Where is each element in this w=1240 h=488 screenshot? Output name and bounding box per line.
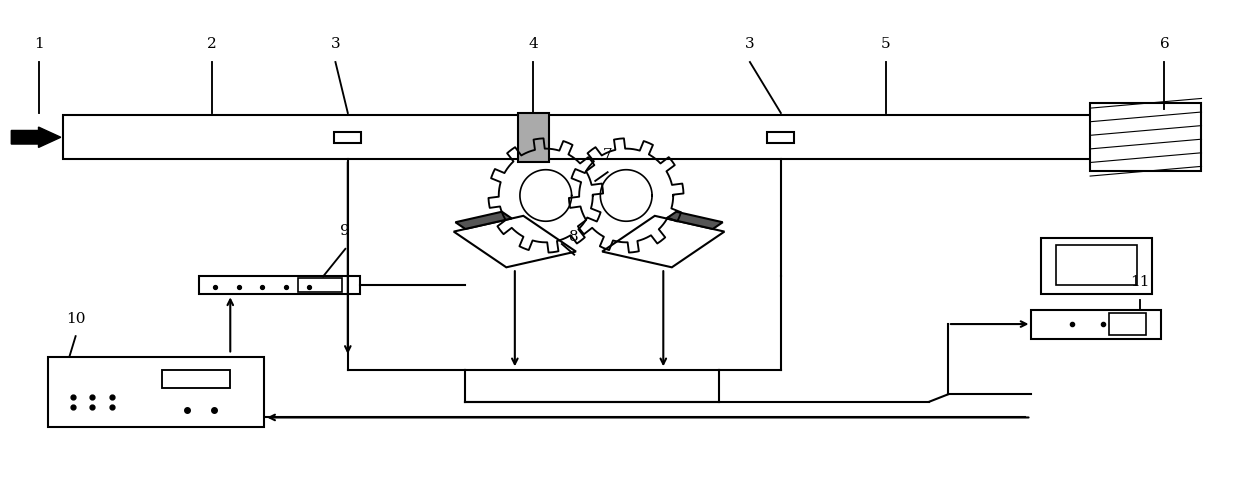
Bar	[162, 370, 231, 388]
Polygon shape	[603, 216, 724, 267]
Text: 4: 4	[528, 38, 538, 51]
Text: 7: 7	[603, 147, 613, 162]
Text: 6: 6	[1159, 38, 1169, 51]
Polygon shape	[63, 116, 1115, 159]
Text: 8: 8	[569, 230, 579, 244]
Text: 9: 9	[341, 224, 350, 238]
Text: 5: 5	[882, 38, 890, 51]
Bar	[1032, 309, 1162, 339]
Polygon shape	[1090, 103, 1202, 171]
Text: 10: 10	[66, 311, 86, 325]
Text: 1: 1	[33, 38, 43, 51]
Polygon shape	[666, 212, 723, 229]
Bar	[1055, 244, 1137, 285]
Text: 3: 3	[745, 38, 755, 51]
Bar	[1040, 238, 1152, 294]
Text: 11: 11	[1130, 275, 1149, 289]
Polygon shape	[335, 132, 361, 142]
Text: 3: 3	[331, 38, 340, 51]
Polygon shape	[454, 216, 575, 267]
Bar	[299, 279, 342, 292]
Bar	[48, 357, 264, 427]
Text: 2: 2	[207, 38, 217, 51]
Polygon shape	[455, 212, 512, 229]
Polygon shape	[768, 132, 795, 142]
Polygon shape	[518, 113, 549, 162]
Bar	[200, 276, 360, 294]
FancyArrow shape	[11, 127, 61, 147]
Bar	[1109, 313, 1146, 335]
